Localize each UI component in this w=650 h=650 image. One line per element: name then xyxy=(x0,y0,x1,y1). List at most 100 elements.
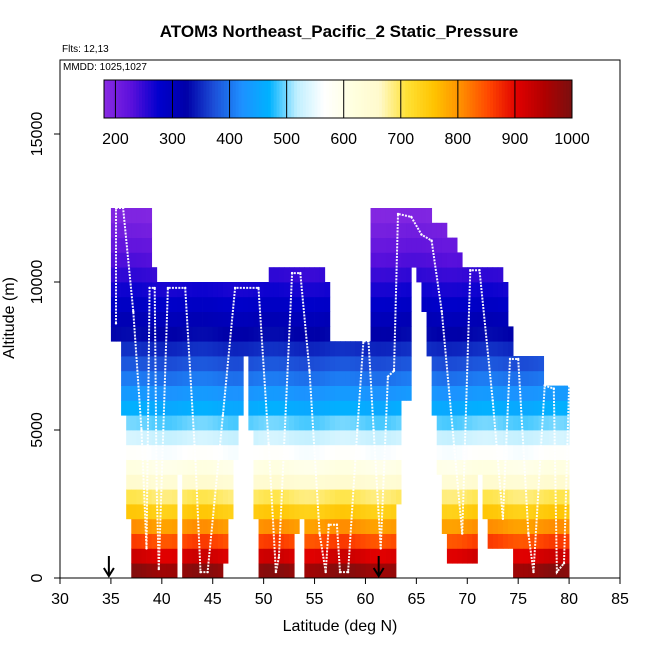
heatmap-cell xyxy=(401,252,407,268)
heatmap-cell xyxy=(263,311,270,327)
heatmap-cell xyxy=(156,459,163,475)
heatmap-cell xyxy=(258,400,265,416)
heatmap-cell xyxy=(523,459,529,475)
heatmap-cell xyxy=(508,474,514,490)
heatmap-cell xyxy=(477,400,483,416)
heatmap-cell xyxy=(110,252,117,268)
heatmap-cell xyxy=(401,282,407,298)
heatmap-cell xyxy=(375,237,382,253)
heatmap-cell xyxy=(314,341,321,357)
heatmap-cell xyxy=(467,356,473,372)
colorbar-swatch xyxy=(440,80,444,118)
heatmap-cell xyxy=(126,444,132,460)
heatmap-cell xyxy=(273,489,280,505)
colorbar-swatch xyxy=(542,80,547,118)
heatmap-cell xyxy=(406,341,412,357)
heatmap-cell xyxy=(116,326,122,342)
heatmap-cell xyxy=(263,341,270,357)
heatmap-cell xyxy=(487,341,494,357)
colorbar-swatch xyxy=(162,80,166,118)
profile-point xyxy=(362,340,365,343)
heatmap-cell xyxy=(212,296,219,312)
heatmap-cell xyxy=(202,385,209,401)
heatmap-cell xyxy=(355,518,361,534)
heatmap-cell xyxy=(431,326,438,342)
heatmap-cell xyxy=(457,282,463,298)
profile-point xyxy=(527,532,530,535)
heatmap-cell xyxy=(497,296,504,312)
heatmap-cell xyxy=(457,296,463,312)
heatmap-cell xyxy=(538,504,545,520)
heatmap-cell xyxy=(441,282,448,298)
heatmap-cell xyxy=(314,459,321,475)
colorbar-swatch xyxy=(259,80,263,118)
colorbar-swatch xyxy=(364,80,368,118)
heatmap-cell xyxy=(508,400,514,416)
heatmap-cell xyxy=(233,400,239,416)
heatmap-cell xyxy=(182,415,188,431)
heatmap-cell xyxy=(457,326,463,342)
colorbar-swatch xyxy=(545,80,550,118)
heatmap-cell xyxy=(324,504,331,520)
heatmap-cell xyxy=(202,341,209,357)
heatmap-cell xyxy=(436,370,443,386)
heatmap-cell xyxy=(121,208,127,224)
heatmap-cell xyxy=(202,474,209,490)
colorbar-swatch xyxy=(487,80,491,118)
heatmap-cell xyxy=(360,548,366,564)
heatmap-cell xyxy=(299,370,305,386)
heatmap-cell xyxy=(161,533,168,549)
heatmap-cell xyxy=(212,459,219,475)
heatmap-cell xyxy=(177,341,183,357)
heatmap-cell xyxy=(146,222,153,238)
heatmap-cell xyxy=(380,518,387,534)
heatmap-cell xyxy=(289,311,295,327)
heatmap-cell xyxy=(187,341,193,357)
profile-point xyxy=(221,414,225,417)
heatmap-cell xyxy=(401,326,407,342)
heatmap-cell xyxy=(401,341,407,357)
heatmap-cell xyxy=(401,370,407,386)
heatmap-cell xyxy=(396,489,402,505)
heatmap-cell xyxy=(370,489,377,505)
heatmap-cell xyxy=(136,370,142,386)
heatmap-cell xyxy=(350,563,356,579)
heatmap-cell xyxy=(187,518,193,534)
colorbar-swatch xyxy=(153,80,158,118)
heatmap-cell xyxy=(360,444,366,460)
heatmap-cell xyxy=(289,341,295,357)
heatmap-cell xyxy=(360,563,366,579)
heatmap-cell xyxy=(345,444,351,460)
heatmap-cell xyxy=(441,296,448,312)
profile-point xyxy=(543,384,546,387)
heatmap-cell xyxy=(406,370,412,386)
heatmap-cell xyxy=(406,311,412,327)
heatmap-cell xyxy=(390,444,397,460)
heatmap-cell xyxy=(553,385,560,401)
profile-point xyxy=(440,310,443,313)
heatmap-cell xyxy=(508,504,514,520)
heatmap-cell xyxy=(324,518,331,534)
heatmap-cell xyxy=(177,444,183,460)
heatmap-cell xyxy=(431,400,438,416)
colorbar-swatch xyxy=(425,80,430,118)
heatmap-cell xyxy=(172,341,178,357)
heatmap-cell xyxy=(202,311,209,327)
heatmap-cell xyxy=(457,489,463,505)
heatmap-cell xyxy=(558,563,565,579)
heatmap-cell xyxy=(380,356,387,372)
heatmap-cell xyxy=(462,459,468,475)
heatmap-cell xyxy=(217,282,224,298)
colorbar-swatch xyxy=(256,80,260,118)
heatmap-cell xyxy=(360,430,366,446)
heatmap-cell xyxy=(197,296,203,312)
colorbar-swatch xyxy=(507,80,512,118)
chart-title: ATOM3 Northeast_Pacific_2 Static_Pressur… xyxy=(160,22,518,41)
heatmap-cell xyxy=(146,252,153,268)
heatmap-cell xyxy=(452,370,458,386)
heatmap-cell xyxy=(309,548,315,564)
heatmap-cell xyxy=(131,267,137,283)
x-tick-label: 30 xyxy=(51,591,69,608)
colorbar-swatch xyxy=(346,80,351,118)
colorbar-swatch xyxy=(402,80,406,118)
